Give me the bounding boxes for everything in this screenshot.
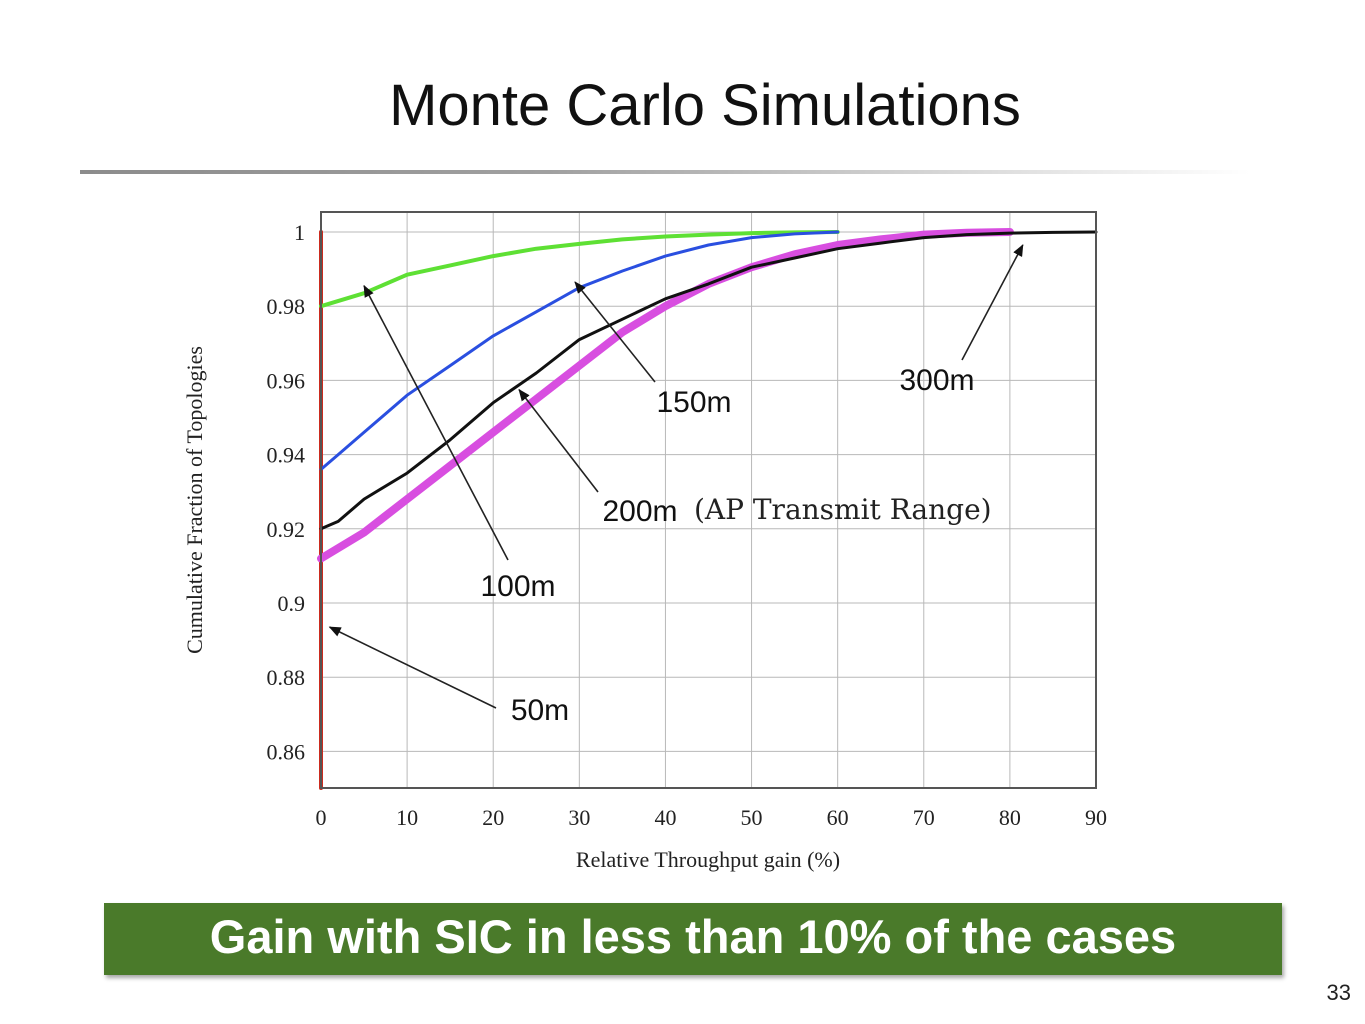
y-tick-label: 0.98 (267, 294, 306, 319)
x-tick-label: 10 (396, 805, 418, 830)
annotation-arrow (961, 244, 1024, 361)
series-line-200m (317, 228, 1014, 563)
y-tick-label: 0.94 (267, 443, 306, 468)
range-note: (AP Transmit Range) (694, 493, 992, 526)
y-axis-label: Cumulative Fraction of Topologies (182, 346, 207, 654)
annotation-arrow (328, 626, 497, 709)
annotation-label: 50m (511, 694, 569, 727)
page-number: 33 (1326, 980, 1351, 1005)
x-axis-label: Relative Throughput gain (%) (576, 847, 840, 872)
x-tick-label: 50 (741, 805, 763, 830)
annotation-label: 200m (602, 495, 677, 528)
banner-text: Gain with SIC in less than 10% of the ca… (209, 910, 1177, 963)
y-tick-label: 0.86 (267, 739, 306, 764)
annotation-arrow (518, 388, 599, 493)
cdf-chart: 0 10 20 30 40 50 60 70 80 90 0.86 0.88 0.9 0.92 0.94 0.… (182, 211, 1108, 872)
x-tick-label: 20 (482, 805, 504, 830)
series-line-100m (319, 230, 840, 309)
annotation-label: 150m (656, 386, 731, 419)
x-tick-label: 70 (913, 805, 935, 830)
series-line-300m (319, 230, 1098, 531)
x-tick-label: 0 (316, 805, 327, 830)
plot-frame (320, 211, 1097, 789)
series-line-150m (319, 230, 840, 471)
y-tick-label: 0.92 (267, 517, 306, 542)
annotations: 50m 100m 150m 200m 300m (328, 244, 1024, 727)
y-tick-label: 1 (294, 220, 305, 245)
x-tick-label: 40 (654, 805, 676, 830)
annotation-arrow (363, 284, 509, 561)
y-tick-label: 0.96 (267, 368, 306, 393)
annotation-arrow (574, 281, 656, 383)
x-tick-label: 30 (568, 805, 590, 830)
x-tick-label: 90 (1085, 805, 1107, 830)
y-tick-label: 0.9 (278, 591, 306, 616)
x-tick-label: 60 (827, 805, 849, 830)
conclusion-banner: Gain with SIC in less than 10% of the ca… (104, 903, 1282, 975)
y-tick-label: 0.88 (267, 665, 306, 690)
annotation-label: 300m (899, 364, 974, 397)
x-tick-label: 80 (999, 805, 1021, 830)
slide-title: Monte Carlo Simulations (389, 73, 1021, 138)
annotation-label: 100m (480, 570, 555, 603)
title-divider (80, 170, 1250, 174)
tick-labels: 0 10 20 30 40 50 60 70 80 90 0.86 0.88 0.9 0.92 0.94 0.… (267, 220, 1108, 830)
